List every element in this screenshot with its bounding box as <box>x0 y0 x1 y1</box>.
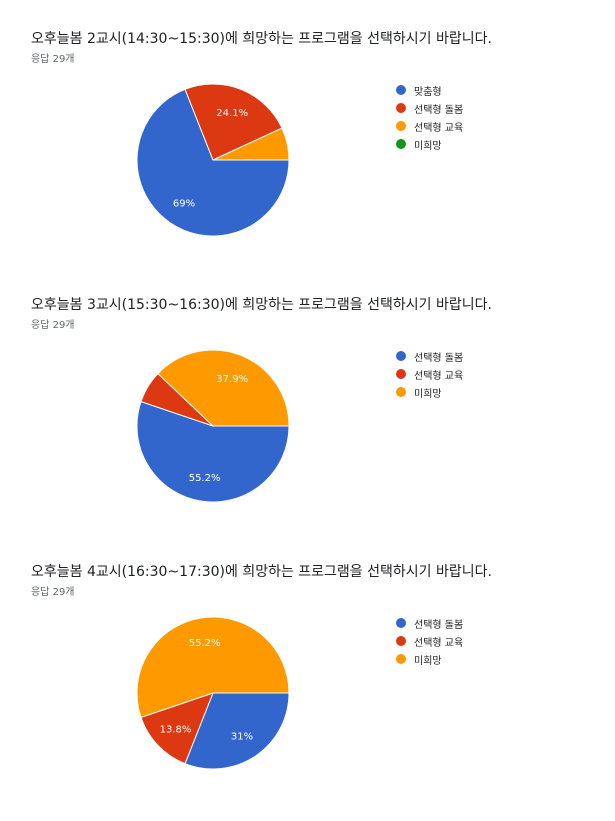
legend-label: 미희망 <box>414 388 442 400</box>
pie-slice <box>136 88 290 237</box>
legend-swatch <box>396 103 406 113</box>
legend-item: 선택형 교육 <box>396 117 463 135</box>
legend-item: 선택형 교육 <box>396 632 463 650</box>
legend-item: 선택형 돌봄 <box>396 347 463 365</box>
legend-label: 선택형 교육 <box>414 370 464 382</box>
pie-chart: 55.2% 37.9% <box>136 349 290 503</box>
slice-label: 69% <box>173 199 195 210</box>
legend-swatch <box>396 636 406 646</box>
slice-label: 55.2% <box>189 638 221 649</box>
legend-swatch <box>396 121 406 131</box>
chart-section-2: 오후늘봄 3교시(15:30~16:30)에 희망하는 프로그램을 선택하시기 … <box>0 294 615 554</box>
chart-title: 오후늘봄 2교시(14:30~15:30)에 희망하는 프로그램을 선택하시기 … <box>31 31 492 47</box>
response-count: 응답 29개 <box>31 320 75 331</box>
slice-label: 13.8% <box>160 725 192 736</box>
chart-section-1: 오후늘봄 2교시(14:30~15:30)에 희망하는 프로그램을 선택하시기 … <box>0 28 615 288</box>
legend-swatch <box>396 618 406 628</box>
legend-label: 선택형 돌봄 <box>414 619 464 631</box>
pie-slice <box>184 83 283 161</box>
legend-item: 미희망 <box>396 383 463 401</box>
legend-item: 미희망 <box>396 135 463 153</box>
legend-label: 미희망 <box>414 655 442 667</box>
slice-label: 24.1% <box>216 108 248 119</box>
legend-item: 선택형 돌봄 <box>396 614 463 632</box>
slice-label: 31% <box>231 732 253 743</box>
pie-slice <box>184 692 290 770</box>
legend-item: 선택형 돌봄 <box>396 99 463 117</box>
legend-swatch <box>396 139 406 149</box>
pie-slice <box>140 692 214 765</box>
pie-slice <box>157 349 290 427</box>
pie-chart: 69% 24.1% <box>136 83 290 237</box>
pie-slice <box>212 127 290 161</box>
legend-swatch <box>396 351 406 361</box>
legend-label: 선택형 교육 <box>414 637 464 649</box>
legend: 맞춤형 선택형 돌봄 선택형 교육 미희망 <box>396 81 463 153</box>
slice-label: 55.2% <box>189 473 221 484</box>
legend-swatch <box>396 387 406 397</box>
response-count: 응답 29개 <box>31 587 75 598</box>
slice-label: 37.9% <box>216 374 248 385</box>
legend-swatch <box>396 369 406 379</box>
chart-title: 오후늘봄 4교시(16:30~17:30)에 희망하는 프로그램을 선택하시기 … <box>31 564 492 580</box>
legend-label: 미희망 <box>414 140 442 152</box>
legend-swatch <box>396 654 406 664</box>
pie-chart: 31% 13.8% 55.2% <box>136 616 290 770</box>
response-count: 응답 29개 <box>31 54 75 65</box>
legend-item: 선택형 교육 <box>396 365 463 383</box>
pie-slice <box>136 616 290 719</box>
legend: 선택형 돌봄 선택형 교육 미희망 <box>396 614 463 668</box>
legend-label: 선택형 교육 <box>414 122 464 134</box>
legend-swatch <box>396 85 406 95</box>
chart-section-3: 오후늘봄 4교시(16:30~17:30)에 희망하는 프로그램을 선택하시기 … <box>0 561 615 821</box>
chart-title: 오후늘봄 3교시(15:30~16:30)에 희망하는 프로그램을 선택하시기 … <box>31 297 492 313</box>
legend-label: 선택형 돌봄 <box>414 104 464 116</box>
legend-item: 미희망 <box>396 650 463 668</box>
legend: 선택형 돌봄 선택형 교육 미희망 <box>396 347 463 401</box>
pie-slice <box>136 400 290 503</box>
legend-label: 맞춤형 <box>414 86 442 98</box>
legend-label: 선택형 돌봄 <box>414 352 464 364</box>
legend-item: 맞춤형 <box>396 81 463 99</box>
